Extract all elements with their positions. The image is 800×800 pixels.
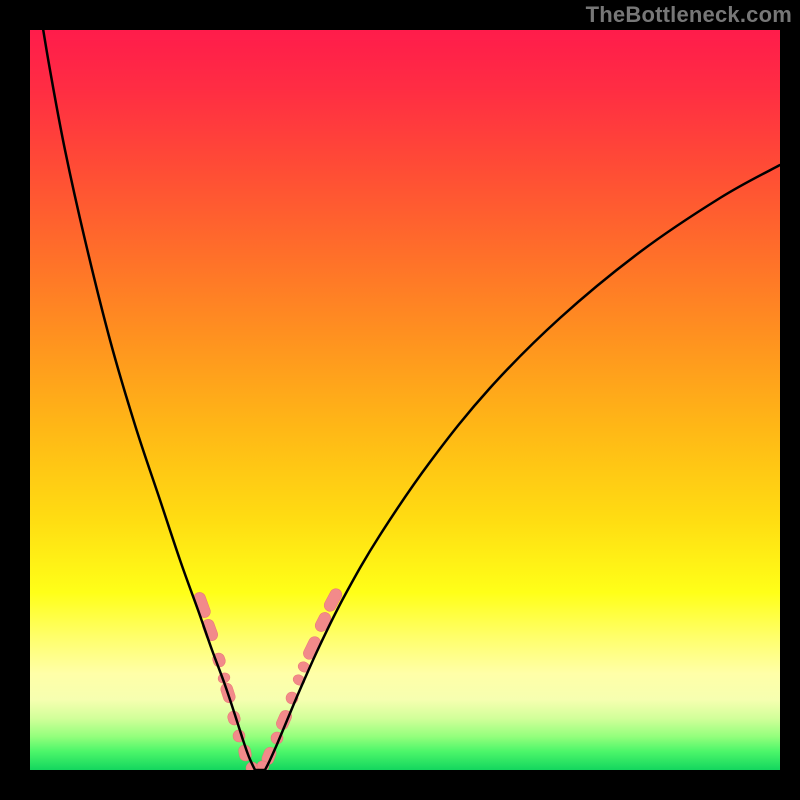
stage: TheBottleneck.com bbox=[0, 0, 800, 800]
marker-group bbox=[192, 587, 344, 770]
curve-layer bbox=[30, 30, 780, 770]
frame-right bbox=[780, 0, 800, 800]
watermark-text: TheBottleneck.com bbox=[586, 2, 792, 28]
curve-segment bbox=[265, 165, 780, 770]
plot-area bbox=[30, 30, 780, 770]
frame-bottom bbox=[0, 770, 800, 800]
frame-left bbox=[0, 0, 30, 800]
curve-marker bbox=[322, 587, 344, 614]
line-group bbox=[40, 30, 780, 770]
curve-marker bbox=[201, 618, 220, 643]
